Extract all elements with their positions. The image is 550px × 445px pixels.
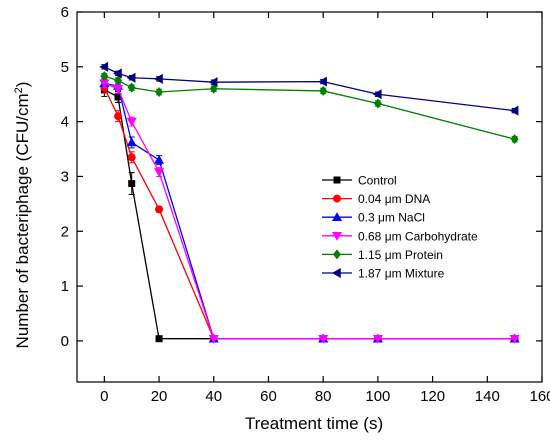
x-tick-label: 100 xyxy=(365,388,390,405)
marker-circle xyxy=(127,153,136,162)
marker-triangle-down xyxy=(332,232,342,241)
marker-triangle-left xyxy=(332,268,341,278)
y-tick-label: 4 xyxy=(61,114,69,131)
x-tick-label: 160 xyxy=(529,388,550,405)
marker-diamond xyxy=(373,98,382,109)
marker-diamond xyxy=(510,134,519,145)
series-3 xyxy=(99,78,520,344)
x-tick-label: 80 xyxy=(315,388,332,405)
legend: Control 0.04 μm DNA 0.3 μm NaCl 0.68 μm Car… xyxy=(322,174,478,281)
legend-label: 1.15 μm Protein xyxy=(358,248,443,262)
series-0 xyxy=(100,82,519,343)
legend-label: 0.68 μm Carbohydrate xyxy=(358,229,478,243)
marker-triangle-left xyxy=(318,76,327,87)
axes: 0 20 40 60 80 100 120 140 160 0 1 2 3 4 5 6 xyxy=(61,4,550,405)
marker-triangle-left xyxy=(372,89,382,100)
marker-circle xyxy=(155,205,164,214)
legend-label: 0.04 μm DNA xyxy=(358,192,430,206)
marker-triangle-left xyxy=(208,77,218,88)
marker-triangle-left xyxy=(126,72,136,83)
marker-triangle-left xyxy=(509,105,519,116)
marker-triangle-left xyxy=(113,68,122,79)
marker-circle xyxy=(114,112,123,121)
legend-item-4: 1.15 μm Protein xyxy=(322,248,443,262)
marker-diamond xyxy=(333,249,341,260)
marker-circle xyxy=(333,194,341,203)
marker-triangle-down xyxy=(509,334,520,344)
series-line xyxy=(104,66,515,112)
y-axis-title: Number of bacteriphage (CFU/cm2) xyxy=(13,82,32,349)
legend-item-2: 0.3 μm NaCl xyxy=(322,211,425,225)
series-layer xyxy=(99,61,520,344)
marker-square xyxy=(155,335,163,343)
legend-item-0: Control xyxy=(322,174,397,188)
legend-label: 1.87 μm Mixture xyxy=(358,267,445,281)
x-tick-label: 20 xyxy=(151,388,168,405)
series-5 xyxy=(99,61,519,116)
marker-square xyxy=(333,176,341,184)
marker-triangle-down xyxy=(126,117,137,127)
legend-item-1: 0.04 μm DNA xyxy=(322,192,430,206)
series-1 xyxy=(100,81,519,343)
marker-triangle-down xyxy=(113,84,124,94)
x-tick-label: 60 xyxy=(260,388,277,405)
marker-triangle-up xyxy=(126,137,137,147)
series-line xyxy=(104,82,515,340)
marker-square xyxy=(128,180,136,188)
x-tick-label: 40 xyxy=(205,388,222,405)
marker-diamond xyxy=(155,87,164,98)
marker-triangle-down xyxy=(154,168,165,178)
y-tick-label: 6 xyxy=(61,4,69,21)
marker-diamond xyxy=(114,75,123,86)
series-line xyxy=(104,89,515,340)
series-line xyxy=(103,87,515,340)
marker-triangle-down xyxy=(208,334,219,344)
marker-triangle-down xyxy=(318,334,329,344)
legend-label: Control xyxy=(358,174,397,188)
series-4 xyxy=(100,71,519,145)
x-axis-title: Treatment time (s) xyxy=(245,414,383,433)
marker-triangle-left xyxy=(99,61,109,72)
marker-triangle-down xyxy=(99,79,110,89)
marker-diamond xyxy=(127,82,136,93)
y-tick-label: 5 xyxy=(61,59,69,76)
legend-item-5: 1.87 μm Mixture xyxy=(322,267,445,281)
x-tick-label: 120 xyxy=(420,388,445,405)
marker-triangle-up xyxy=(332,212,342,221)
legend-item-3: 0.68 μm Carbohydrate xyxy=(322,229,478,243)
legend-label: 0.3 μm NaCl xyxy=(358,211,425,225)
marker-diamond xyxy=(319,85,328,96)
marker-triangle-left xyxy=(154,73,163,84)
marker-triangle-down xyxy=(372,334,383,344)
marker-square xyxy=(114,93,122,101)
x-tick-label: 0 xyxy=(100,388,108,405)
y-tick-label: 2 xyxy=(61,223,69,240)
series-line xyxy=(104,82,515,340)
plot-frame xyxy=(76,11,543,383)
marker-diamond xyxy=(100,71,109,82)
marker-triangle-up xyxy=(154,155,165,164)
y-tick-label: 1 xyxy=(61,278,69,295)
series-line xyxy=(104,75,515,140)
x-tick-label: 140 xyxy=(475,388,500,405)
y-tick-label: 0 xyxy=(61,333,69,350)
marker-diamond xyxy=(209,83,218,94)
y-tick-label: 3 xyxy=(61,168,69,185)
